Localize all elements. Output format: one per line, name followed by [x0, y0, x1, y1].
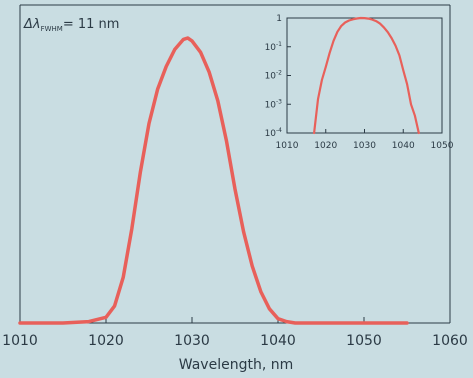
inset-y-tick-label: 10-3 — [265, 98, 283, 110]
inset-y-tick-label: 1 — [276, 14, 282, 24]
inset-spectrum-line — [313, 16, 420, 135]
inset-chart: 1010 1020 1030 1040 1050 110-110-210-310-4 — [265, 14, 454, 151]
fwhm-annotation: ΔλFWHM= 11 nm — [23, 17, 119, 33]
main-x-tick-label: 1050 — [346, 333, 382, 349]
fwhm-delta-symbol: Δλ — [23, 17, 41, 32]
main-x-tick-label: 1040 — [260, 333, 296, 349]
main-x-tick-label: 1030 — [174, 333, 210, 349]
inset-y-tick-base: 10 — [265, 129, 277, 139]
inset-y-tick-exponent: -4 — [276, 127, 282, 134]
inset-y-tick-base: 10 — [265, 43, 277, 53]
inset-y-tick-exponent: -2 — [276, 70, 282, 77]
main-x-tick-label: 1010 — [2, 333, 38, 349]
inset-x-tick-label: 1030 — [353, 141, 376, 151]
main-spectrum-line — [18, 36, 409, 325]
inset-y-tick-label: 10-2 — [265, 70, 283, 82]
x-axis-label: Wavelength, nm — [179, 357, 293, 373]
inset-y-tick-label: 10-4 — [265, 127, 283, 139]
main-x-tick-label: 1060 — [432, 333, 468, 349]
inset-frame — [286, 17, 443, 134]
inset-y-tick-base: 1 — [276, 14, 282, 24]
inset-y-tick-exponent: -3 — [276, 98, 282, 105]
inset-y-tick-base: 10 — [265, 72, 277, 82]
inset-ticks — [286, 17, 443, 134]
main-x-tick-label: 1020 — [88, 333, 124, 349]
main-x-tick-labels: 1010 1020 1030 1040 1050 1060 — [2, 333, 468, 349]
fwhm-value: = 11 nm — [63, 17, 120, 32]
inset-x-tick-labels: 1010 1020 1030 1040 1050 — [276, 141, 454, 151]
inset-x-tick-label: 1050 — [431, 141, 454, 151]
inset-x-tick-label: 1040 — [392, 141, 415, 151]
fwhm-subscript: FWHM — [41, 25, 63, 33]
inset-y-tick-label: 10-1 — [265, 41, 283, 53]
inset-x-tick-label: 1020 — [314, 141, 337, 151]
inset-y-tick-base: 10 — [265, 100, 277, 110]
inset-y-tick-labels: 110-110-210-310-4 — [265, 14, 283, 139]
inset-y-tick-exponent: -1 — [276, 41, 282, 48]
inset-x-tick-label: 1010 — [276, 141, 299, 151]
